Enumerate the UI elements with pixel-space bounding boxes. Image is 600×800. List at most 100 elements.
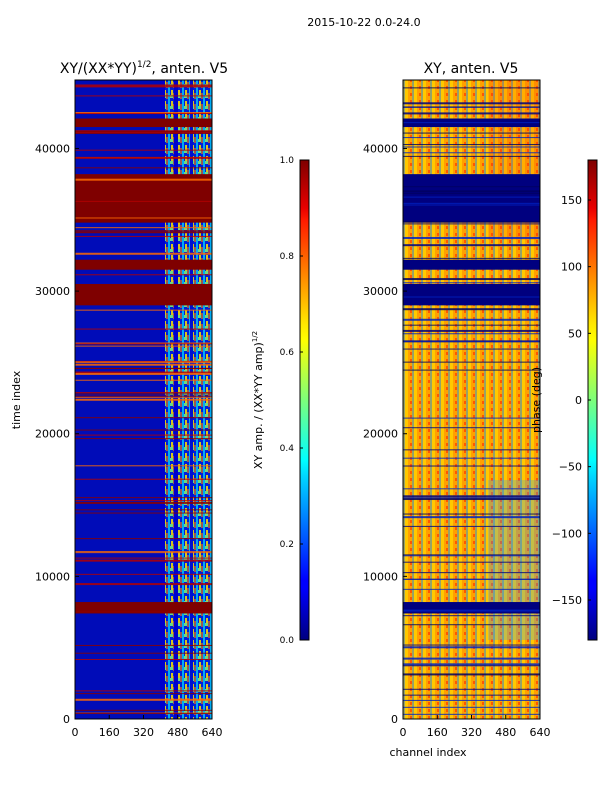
right-row-stripe: [403, 329, 540, 332]
right-ytick-label: 30000: [363, 285, 398, 298]
left-row-stripe: [75, 167, 212, 169]
left-row-stripe: [75, 500, 212, 502]
colorbar-phase-label: phase (deg): [530, 367, 543, 433]
right-row-stripe: [403, 244, 540, 247]
left-row-stripe: [75, 438, 212, 440]
colorbar-phase-tick-label: 0: [575, 394, 582, 407]
left-saturated-row: [75, 602, 212, 614]
left-panel: XY/(XX*YY)1/2, anten. V5 0 160 320 480 640 0…: [10, 60, 310, 739]
left-row-stripe: [75, 610, 212, 613]
right-row-stripe: [403, 525, 540, 527]
right-row-stripe: [403, 221, 540, 223]
right-xtick-label: 640: [530, 726, 551, 739]
left-row-stripe: [75, 345, 212, 347]
left-row-stripe: [75, 396, 212, 398]
right-row-stripe: [403, 588, 540, 590]
left-row-stripe: [75, 658, 212, 660]
left-x-ticks: 0 160 320 480 640: [72, 715, 223, 739]
right-row-stripe: [403, 417, 540, 419]
right-panel: XY, anten. V5 0 160 320 480 640 0 10000 20000 3…: [363, 61, 598, 759]
left-row-stripe: [75, 712, 212, 714]
right-constant-row: [403, 259, 540, 270]
right-row-stripe: [403, 236, 540, 239]
right-row-stripe: [403, 348, 540, 350]
right-row-stripe: [403, 554, 540, 556]
left-row-stripe: [75, 252, 212, 255]
right-row-stripe: [403, 190, 540, 193]
left-row-stripe: [75, 231, 212, 234]
left-row-stripe: [75, 235, 212, 237]
right-row-stripe: [403, 572, 540, 574]
left-row-stripe: [75, 113, 212, 115]
right-row-stripe: [403, 465, 540, 467]
left-row-stripe: [75, 368, 212, 370]
right-xtick-label: 160: [427, 726, 448, 739]
left-ytick-label: 30000: [35, 285, 70, 298]
left-row-stripe: [75, 230, 212, 232]
left-row-stripe: [75, 379, 212, 381]
left-row-stripe: [75, 227, 212, 229]
left-row-stripe: [75, 130, 212, 133]
left-xtick-label: 320: [133, 726, 154, 739]
colorbar-phase-tick-label: 100: [561, 261, 582, 274]
left-ylabel: time index: [10, 370, 23, 429]
left-row-stripe: [75, 84, 212, 86]
left-row-stripe: [75, 417, 212, 419]
right-row-stripe: [403, 296, 540, 298]
left-row-stripe: [75, 497, 212, 499]
right-row-stripe: [403, 257, 540, 259]
right-row-stripe: [403, 498, 540, 501]
left-row-stripe: [75, 200, 212, 202]
figure-suptitle: 2015-10-22 0.0-24.0: [307, 16, 420, 29]
right-row-stripe: [403, 132, 540, 134]
right-row-stripe: [403, 495, 540, 498]
left-row-stripe: [75, 538, 212, 540]
colorbar-amplitude-tick-label: 0.6: [280, 348, 295, 358]
right-row-stripe: [403, 609, 540, 612]
left-row-stripe: [75, 583, 212, 586]
right-row-stripe: [403, 673, 540, 676]
colorbar-phase-tick-label: −150: [552, 594, 582, 607]
left-row-stripe: [75, 693, 212, 695]
right-row-stripe: [403, 513, 540, 515]
colorbar-amplitude-tick-label: 0.4: [280, 444, 295, 454]
left-row-stripe: [75, 274, 212, 276]
colorbar-phase-tick-label: −100: [552, 527, 582, 540]
left-row-stripe: [75, 372, 212, 375]
right-constant-row: [403, 174, 540, 223]
left-row-stripe: [75, 343, 212, 345]
right-row-stripe: [403, 122, 540, 124]
right-row-stripe: [403, 193, 540, 195]
right-row-stripe: [403, 106, 540, 108]
right-constant-row: [403, 283, 540, 306]
colorbar-amplitude-tick-label: 0.8: [280, 252, 295, 262]
left-saturated-row: [75, 118, 212, 128]
right-row-stripe: [403, 369, 540, 371]
right-xtick-label: 480: [495, 726, 516, 739]
right-row-stripe: [403, 155, 540, 157]
left-row-stripe: [75, 371, 212, 374]
left-row-stripe: [75, 178, 212, 181]
left-ytick-label: 0: [63, 713, 70, 726]
left-row-stripe: [75, 559, 212, 562]
left-row-stripe: [75, 111, 212, 114]
right-row-stripe: [403, 282, 540, 284]
left-row-stripe: [75, 132, 212, 134]
right-row-stripe: [403, 278, 540, 281]
right-row-stripe: [403, 665, 540, 667]
left-xtick-label: 160: [99, 726, 120, 739]
left-row-stripe: [75, 217, 212, 219]
right-row-stripe: [403, 146, 540, 148]
left-row-stripe: [75, 501, 212, 504]
colorbar-phase-tick-label: −50: [559, 461, 582, 474]
left-row-stripe: [75, 552, 212, 554]
colorbar-amplitude-tick-label: 0.2: [280, 540, 294, 550]
right-row-stripe: [403, 112, 540, 115]
right-row-stripe: [403, 497, 540, 499]
left-row-stripe: [75, 361, 212, 363]
left-row-stripe: [75, 395, 212, 397]
right-row-stripe: [403, 175, 540, 177]
right-title: XY, anten. V5: [424, 61, 519, 77]
left-y-ticks: 0 10000 20000 30000 40000: [35, 142, 79, 726]
